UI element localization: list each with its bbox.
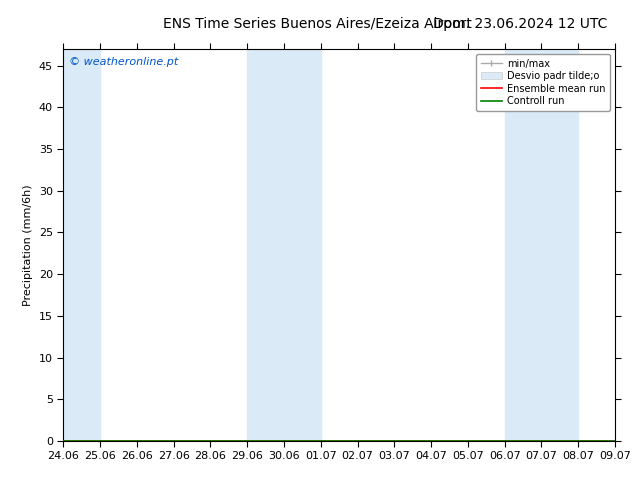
Legend: min/max, Desvio padr tilde;o, Ensemble mean run, Controll run: min/max, Desvio padr tilde;o, Ensemble m… — [476, 54, 610, 111]
Text: ENS Time Series Buenos Aires/Ezeiza Airport: ENS Time Series Buenos Aires/Ezeiza Airp… — [162, 17, 472, 31]
Text: © weatheronline.pt: © weatheronline.pt — [69, 57, 178, 67]
Bar — [247, 49, 321, 441]
Y-axis label: Precipitation (mm/6h): Precipitation (mm/6h) — [23, 184, 34, 306]
Bar — [505, 49, 578, 441]
Text: Dom. 23.06.2024 12 UTC: Dom. 23.06.2024 12 UTC — [432, 17, 607, 31]
Bar — [63, 49, 100, 441]
